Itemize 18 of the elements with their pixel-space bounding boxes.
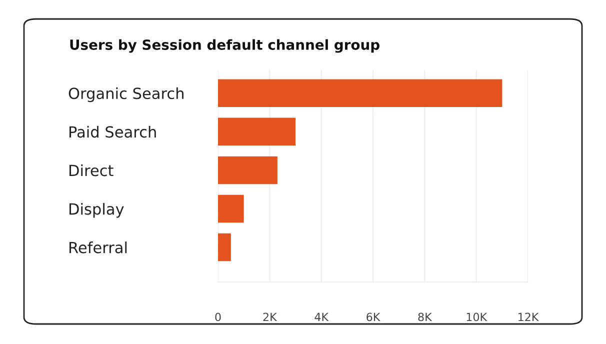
- y-tick-label: Direct: [70, 164, 114, 176]
- chart-title: Users by Session default channel group: [70, 39, 380, 53]
- y-tick-label: Organic Search: [68, 87, 184, 102]
- x-tick-label: 12K: [518, 312, 539, 321]
- x-tick-label: 4K: [314, 312, 329, 321]
- x-tick-label: 6K: [366, 312, 380, 322]
- x-tick-label: 10K: [466, 312, 488, 322]
- bar: [218, 194, 244, 223]
- bar: [218, 233, 231, 262]
- x-tick-label: 0: [215, 312, 221, 322]
- y-tick-label: Referral: [70, 242, 127, 254]
- y-tick-label: Display: [70, 202, 124, 218]
- bar: [218, 156, 278, 184]
- x-tick-label: 8K: [418, 312, 432, 322]
- y-tick-label: Paid Search: [70, 126, 156, 138]
- bar: [218, 79, 502, 108]
- x-tick-label: 2K: [263, 312, 278, 321]
- bar: [218, 118, 296, 146]
